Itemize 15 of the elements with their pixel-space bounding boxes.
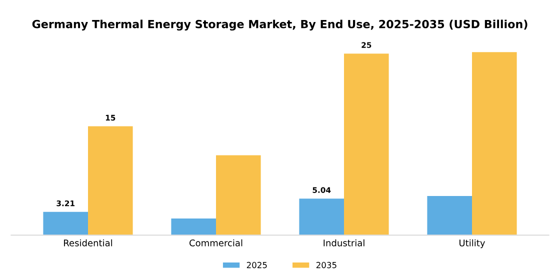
chart-title: Germany Thermal Energy Storage Market, By End Use, 2025-2035 (USD Billion) — [32, 20, 528, 31]
bar — [299, 198, 344, 236]
legend-label: 2035 — [316, 262, 336, 268]
bar — [472, 52, 517, 236]
bar — [171, 218, 216, 236]
bar — [427, 196, 472, 236]
bar — [344, 54, 389, 236]
bar — [216, 155, 261, 236]
x-tick-label: Residential — [64, 239, 112, 246]
x-tick-label: Industrial — [324, 239, 364, 246]
x-tick-label: Commercial — [190, 239, 242, 246]
x-tick-label: Utility — [460, 239, 486, 248]
legend-label: 2025 — [246, 262, 267, 268]
bar — [43, 212, 88, 236]
bar — [88, 126, 133, 236]
